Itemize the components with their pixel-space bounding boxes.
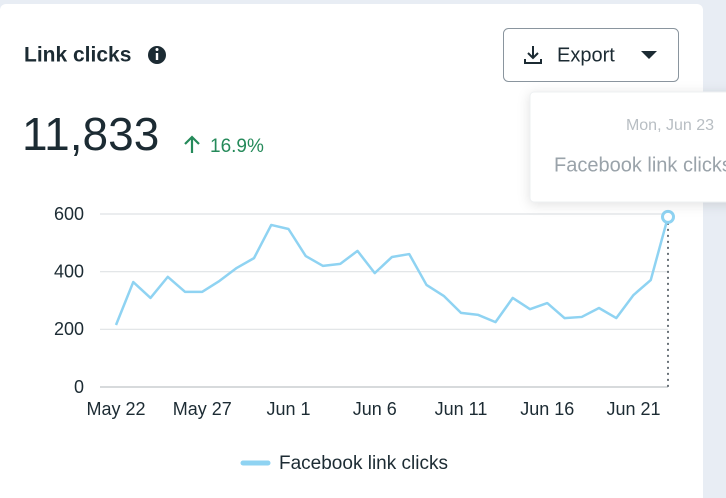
y-tick-label: 600 bbox=[54, 204, 84, 224]
info-icon[interactable] bbox=[148, 46, 166, 64]
card bbox=[0, 4, 703, 498]
x-tick-label: Jun 11 bbox=[435, 399, 488, 419]
x-tick-label: Jun 6 bbox=[353, 399, 397, 419]
card-title: Link clicks bbox=[24, 44, 131, 67]
tooltip-series: Facebook link clicks bbox=[554, 154, 726, 176]
series-line bbox=[114, 216, 670, 326]
y-tick-label: 0 bbox=[74, 377, 84, 397]
x-tick-label: Jun 21 bbox=[606, 399, 660, 419]
x-tick-label: Jun 16 bbox=[520, 399, 574, 419]
change-value: 16.9% bbox=[210, 136, 264, 157]
y-tick-label: 400 bbox=[54, 261, 84, 281]
export-button[interactable]: Export bbox=[503, 28, 679, 82]
x-tick-label: Jun 1 bbox=[266, 399, 310, 419]
plot: 0 200 400 600 May 22 May 27 Jun 1 Jun 6 Jun 11 Ju… bbox=[54, 204, 675, 474]
export-label: Export bbox=[557, 44, 615, 66]
legend-label: Facebook link clicks bbox=[279, 453, 448, 474]
y-tick-label: 200 bbox=[54, 319, 84, 339]
hover-point bbox=[661, 209, 675, 224]
x-tick-label: May 22 bbox=[86, 399, 145, 419]
total-value: 11,833 bbox=[22, 108, 159, 160]
tooltip: Mon, Jun 23 Facebook link clicks bbox=[529, 91, 726, 203]
x-tick-label: May 27 bbox=[173, 399, 232, 419]
tooltip-date: Mon, Jun 23 bbox=[626, 117, 714, 134]
up-arrow bbox=[184, 135, 200, 153]
